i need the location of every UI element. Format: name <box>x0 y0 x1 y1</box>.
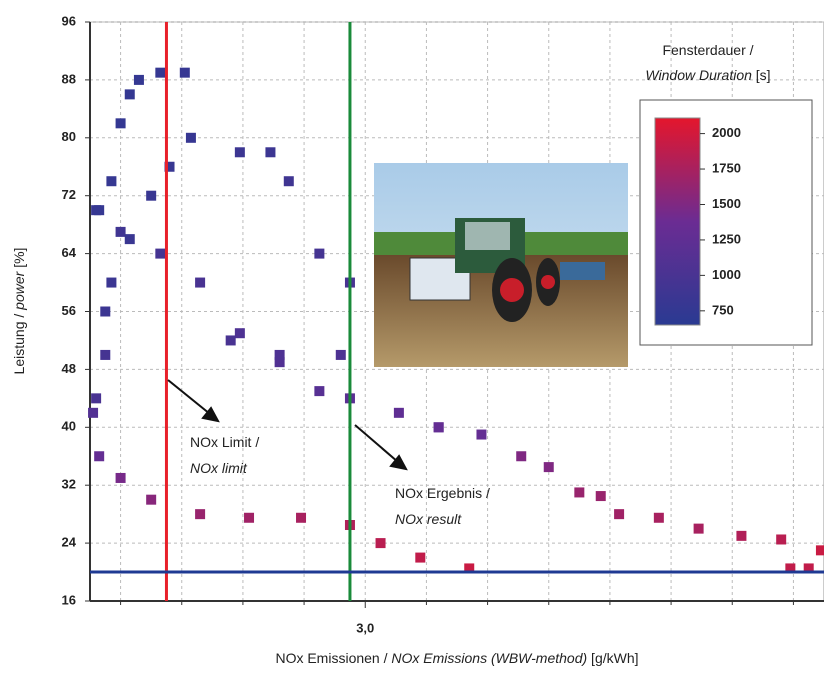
annotation: NOx limit <box>190 460 248 476</box>
point <box>146 495 156 505</box>
point <box>654 513 664 523</box>
photo-inset <box>374 163 628 367</box>
y-tick-label: 88 <box>62 71 76 86</box>
point <box>394 408 404 418</box>
point <box>516 451 526 461</box>
point <box>195 278 205 288</box>
point <box>434 422 444 432</box>
y-tick-label: 80 <box>62 129 76 144</box>
colorbar-title: Window Duration [s] <box>645 67 770 83</box>
point <box>776 534 786 544</box>
point <box>235 328 245 338</box>
point <box>314 249 324 259</box>
colorbar-tick-label: 1750 <box>712 160 741 175</box>
point <box>314 386 324 396</box>
annotation: NOx Limit / <box>190 434 259 450</box>
annotation: NOx Ergebnis / <box>395 485 490 501</box>
x-axis-label: NOx Emissionen / NOx Emissions (WBW-meth… <box>275 650 638 666</box>
point <box>694 524 704 534</box>
colorbar-title: Fensterdauer / <box>662 42 753 58</box>
y-tick-label: 72 <box>62 187 76 202</box>
point <box>100 307 110 317</box>
y-tick-label: 64 <box>62 245 77 260</box>
point <box>134 75 144 85</box>
point <box>275 350 285 360</box>
y-tick-label: 96 <box>62 13 76 28</box>
point <box>116 227 126 237</box>
point <box>596 491 606 501</box>
point <box>235 147 245 157</box>
point <box>125 89 135 99</box>
point <box>614 509 624 519</box>
point <box>195 509 205 519</box>
colorbar-tick-label: 1250 <box>712 231 741 246</box>
y-axis-label: Leistung / power [%] <box>11 248 27 375</box>
y-tick-label: 48 <box>62 361 76 376</box>
colorbar <box>655 118 700 325</box>
point <box>180 68 190 78</box>
point <box>284 176 294 186</box>
point <box>116 118 126 128</box>
point <box>116 473 126 483</box>
y-tick-label: 40 <box>62 419 76 434</box>
point <box>574 487 584 497</box>
point <box>106 176 116 186</box>
point <box>155 249 165 259</box>
point <box>476 430 486 440</box>
point <box>94 205 104 215</box>
point <box>94 451 104 461</box>
colorbar-tick-label: 750 <box>712 302 734 317</box>
point <box>226 335 236 345</box>
point <box>155 68 165 78</box>
colorbar-tick-label: 1000 <box>712 267 741 282</box>
point <box>736 531 746 541</box>
point <box>100 350 110 360</box>
point <box>186 133 196 143</box>
point <box>88 408 98 418</box>
y-tick-label: 32 <box>62 477 76 492</box>
colorbar-tick-label: 2000 <box>712 125 741 140</box>
point <box>415 553 425 563</box>
colorbar-tick-label: 1500 <box>712 196 741 211</box>
point <box>376 538 386 548</box>
annotation: NOx result <box>395 511 462 527</box>
point <box>106 278 116 288</box>
point <box>125 234 135 244</box>
x-tick-label: 3,0 <box>356 620 374 635</box>
y-tick-label: 24 <box>62 535 77 550</box>
point <box>336 350 346 360</box>
point <box>296 513 306 523</box>
chart: 16 24 32 40 48 56 64 72 80 88 96 3,0 Fensterdauer /… <box>0 0 824 671</box>
point <box>265 147 275 157</box>
y-tick-label: 16 <box>62 592 76 607</box>
point <box>244 513 254 523</box>
point <box>146 191 156 201</box>
point <box>816 545 824 555</box>
point <box>544 462 554 472</box>
point <box>91 393 101 403</box>
y-tick-label: 56 <box>62 303 76 318</box>
